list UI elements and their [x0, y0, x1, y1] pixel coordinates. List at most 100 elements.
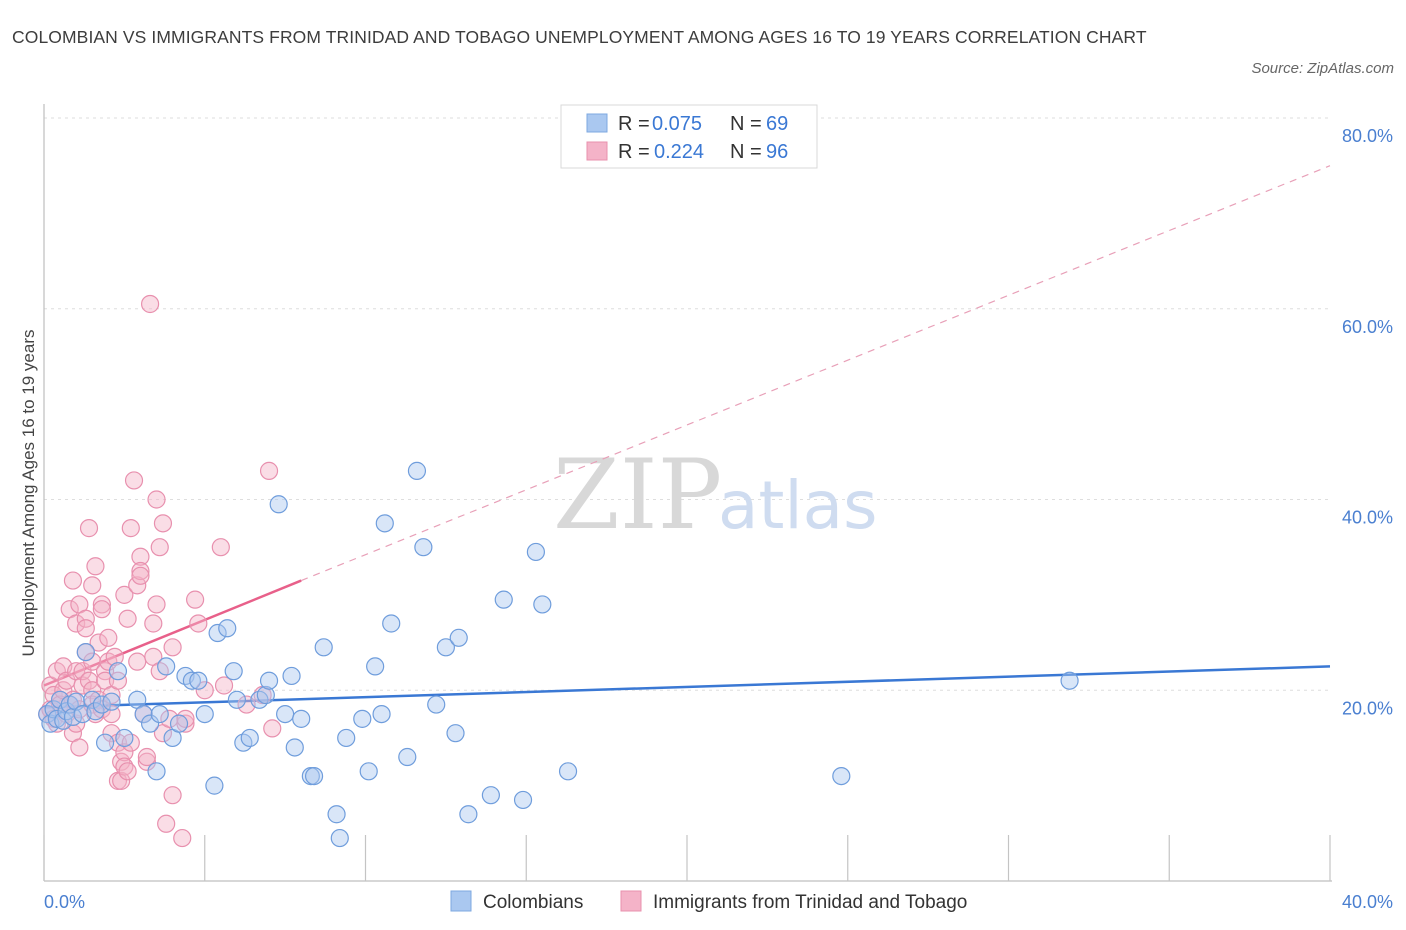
colombians-point-70 [533, 595, 552, 614]
trend-lines [43, 165, 1331, 709]
trinidad-point-30 [79, 671, 99, 690]
trinidad-point-53 [112, 771, 131, 790]
trinidad-point-27 [76, 609, 95, 628]
trinidad-point-28 [76, 619, 95, 638]
colombians-point-72 [832, 766, 851, 786]
trinidad-point-82 [163, 786, 182, 805]
colombians-point-49 [327, 805, 346, 824]
colombians-point-21 [140, 714, 160, 733]
bottom-legend-label-trinidad: Immigrants from Trinidad and Tobago [653, 892, 967, 913]
trinidad-point-65 [131, 547, 150, 566]
colombians-point-52 [353, 709, 372, 728]
trinidad-point-44 [99, 628, 118, 647]
trinidad-point-80 [157, 814, 176, 833]
y-tick-label-60: 60.0% [1342, 317, 1393, 337]
colombians-point-59 [407, 461, 427, 480]
colombians-point-4 [50, 690, 70, 709]
trinidad-point-91 [214, 676, 234, 695]
trinidad-point-75 [147, 595, 166, 614]
trinidad-point-63 [128, 652, 147, 671]
trend-line-trinidad-extension [300, 165, 1331, 582]
trinidad-point-87 [186, 590, 205, 609]
trinidad-point-85 [176, 714, 195, 733]
legend: R = 0.075 N = 69 R = 0.224 N = 96 [560, 104, 818, 169]
trinidad-point-29 [79, 519, 99, 538]
trinidad-point-94 [259, 461, 279, 480]
colombians-point-15 [95, 733, 115, 752]
trinidad-point-67 [131, 566, 150, 585]
colombians-point-66 [481, 786, 500, 805]
colombians-point-33 [218, 619, 237, 638]
y-tick-label-40: 40.0% [1342, 508, 1393, 528]
trinidad-point-22 [70, 738, 89, 757]
y-tick-label-80: 80.0% [1342, 126, 1393, 146]
colombians-point-65 [459, 805, 478, 824]
trinidad-point-39 [92, 595, 111, 614]
data-points [38, 294, 1079, 848]
trinidad-point-62 [124, 471, 144, 490]
colombians-point-64 [449, 628, 468, 647]
colombians-point-41 [269, 495, 288, 514]
colombians-point-23 [150, 704, 169, 724]
watermark: ZIP atlas [553, 439, 878, 551]
colombians-point-37 [240, 728, 259, 748]
trinidad-point-25 [73, 662, 92, 681]
trinidad-point-32 [83, 681, 102, 700]
colombians-point-62 [436, 638, 455, 657]
legend-r-value-1: 0.075 [652, 113, 702, 135]
legend-r-value-2: 0.224 [654, 141, 704, 163]
colombians-point-16 [102, 692, 121, 711]
colombians-point-53 [359, 762, 378, 781]
colombians-point-73 [1060, 671, 1079, 690]
colombians-point-32 [208, 623, 227, 643]
colombians-point-61 [427, 695, 446, 714]
trinidad-point-89 [195, 681, 214, 700]
colombians-point-56 [375, 514, 394, 533]
colombians-point-30 [195, 704, 214, 724]
colombians-point-48 [314, 638, 333, 657]
colombians-point-13 [86, 702, 105, 721]
colombians-point-42 [276, 704, 295, 724]
trinidad-point-35 [86, 557, 105, 576]
colombians-point-20 [134, 704, 153, 724]
colombians-point-26 [169, 714, 189, 733]
colombians-point-28 [182, 671, 201, 690]
colombians-point-60 [414, 538, 433, 557]
trinidad-point-84 [173, 828, 192, 848]
y-axis-label: Unemployment Among Ages 16 to 19 years [19, 330, 38, 657]
trinidad-point-69 [137, 752, 156, 771]
legend-n-label-2: N = [730, 141, 762, 163]
colombians-point-31 [205, 776, 224, 795]
y-tick-label-20: 20.0% [1342, 698, 1393, 718]
x-ticks [43, 835, 1331, 881]
colombians-point-54 [366, 657, 385, 676]
trend-line-colombians [43, 665, 1331, 709]
colombians-point-57 [382, 614, 401, 633]
trinidad-point-31 [83, 652, 102, 671]
trinidad-point-66 [131, 561, 150, 581]
colombians-point-18 [115, 728, 134, 748]
axes [43, 104, 1332, 882]
legend-swatch-pink [586, 141, 608, 161]
colombians-point-51 [337, 728, 356, 748]
colombians-point-12 [83, 690, 102, 709]
colombians-point-44 [285, 738, 304, 757]
trinidad-point-74 [147, 490, 166, 509]
colombians-point-43 [282, 666, 301, 686]
trinidad-point-77 [150, 538, 169, 557]
colombians-point-63 [446, 724, 465, 743]
trinidad-point-18 [67, 614, 86, 633]
colombians-point-29 [189, 671, 208, 690]
colombians-point-55 [372, 704, 391, 724]
x-tick-label-max: 40.0% [1342, 892, 1393, 912]
colombians-point-40 [259, 671, 279, 690]
colombians-point-5 [54, 711, 73, 730]
trinidad-point-42 [95, 662, 115, 681]
colombians-point-39 [256, 685, 275, 705]
trinidad-point-59 [118, 762, 137, 781]
colombians-point-47 [304, 766, 324, 786]
colombians-point-50 [330, 828, 349, 848]
colombians-point-22 [147, 762, 166, 781]
trinidad-point-55 [115, 743, 134, 762]
